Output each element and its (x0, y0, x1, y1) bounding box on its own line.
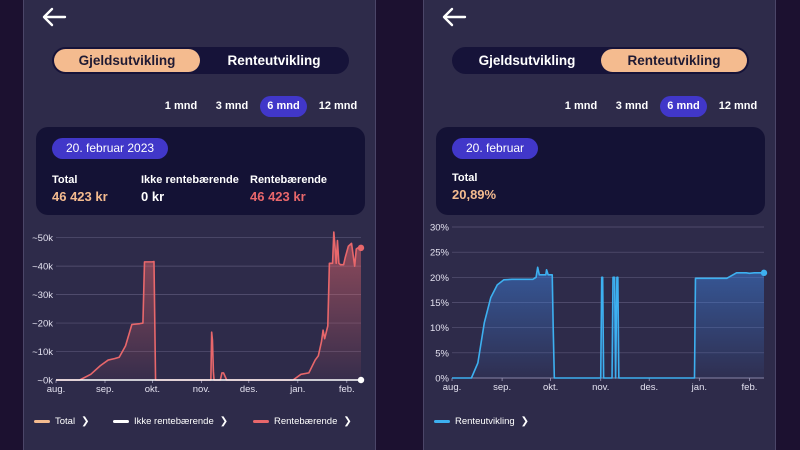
legend-renteutvikling-label: Renteutvikling (455, 416, 515, 427)
total-value: 20,89% (452, 187, 497, 202)
series-line (56, 231, 362, 381)
legend-ikke-rentebaerende[interactable]: Ikke rentebærende ❯ (113, 416, 228, 432)
x-tick-label: sep. (493, 382, 511, 393)
legend-line-ikke-rentebaerende (113, 419, 129, 423)
period-12-months[interactable]: 12 mnd (318, 100, 358, 112)
period-3-months[interactable]: 3 mnd (615, 100, 649, 112)
total-stat: Total 20,89% (452, 172, 496, 202)
x-tick-label: nov. (592, 382, 609, 393)
tab-gjeldsutvikling[interactable]: Gjeldsutvikling (54, 49, 200, 72)
legend-line-renteutvikling (434, 419, 450, 423)
period-6-months[interactable]: 6 mnd (260, 96, 307, 117)
debt-chart: ~0k ~10k ~20k ~30k ~40k ~50k aug. sep. okt. nov. d… (32, 231, 365, 395)
total-label: Total (452, 172, 478, 184)
chevron-right-icon: ❯ (343, 416, 352, 427)
y-tick-label: 20% (430, 273, 450, 284)
back-arrow-icon[interactable] (40, 6, 68, 28)
y-tick-label: 25% (430, 248, 450, 259)
period-3-months[interactable]: 3 mnd (215, 100, 249, 112)
period-6-months[interactable]: 6 mnd (660, 96, 707, 117)
x-tick-label: des. (640, 382, 658, 393)
interest-value: 46 423 kr (250, 189, 306, 204)
back-arrow-icon[interactable] (440, 6, 468, 28)
y-tick-label: ~40k (32, 262, 53, 273)
x-tick-label: jan. (289, 384, 305, 395)
series-area (56, 232, 361, 380)
y-tick-label: 15% (430, 298, 450, 309)
chevron-right-icon: ❯ (81, 416, 90, 427)
y-tick-label: 30% (430, 223, 450, 234)
x-tick-label: feb. (742, 382, 758, 393)
y-tick-label: ~50k (32, 233, 53, 244)
tab-renteutvikling[interactable]: Renteutvikling (601, 49, 747, 72)
x-tick-label: okt. (145, 384, 160, 395)
legend-total[interactable]: Total ❯ (34, 416, 89, 432)
y-tick-label: ~10k (32, 347, 53, 358)
legend-rentebaerende[interactable]: Rentebærende ❯ (253, 416, 352, 432)
x-tick-label: aug. (47, 384, 66, 395)
chevron-right-icon: ❯ (219, 416, 229, 427)
x-tick-label: jan. (691, 382, 707, 393)
interest-stat: Rentebærende 46 423 kr (250, 174, 327, 204)
y-tick-label: ~0k (37, 376, 53, 387)
view-toggle: Gjeldsutvikling Renteutvikling (452, 47, 749, 74)
period-1-month[interactable]: 1 mnd (164, 100, 198, 112)
chevron-right-icon: ❯ (520, 416, 530, 427)
tab-renteutvikling[interactable]: Renteutvikling (227, 53, 321, 68)
date-badge: 20. februar (452, 138, 539, 159)
period-12-months[interactable]: 12 mnd (718, 100, 758, 112)
x-tick-label: des. (240, 384, 258, 395)
date-badge: 20. februar 2023 (52, 138, 169, 159)
total-label: Total (52, 174, 78, 186)
legend-ikke-rentebaerende-label: Ikke rentebærende (134, 416, 214, 427)
series-endpoint (357, 244, 365, 252)
legend-total-label: Total (55, 416, 76, 427)
y-tick-label: 0% (435, 374, 449, 385)
series-endpoint (760, 269, 768, 277)
period-1-month[interactable]: 1 mnd (564, 100, 598, 112)
series-endpoint (357, 376, 365, 384)
legend-line-total (34, 419, 50, 423)
interest-development-screen: Gjeldsutvikling Renteutvikling 1 mnd 3 m… (423, 0, 776, 450)
x-tick-label: okt. (543, 382, 558, 393)
non-interest-stat: Ikke rentebærende 0 kr (141, 174, 239, 204)
y-tick-label: 10% (430, 323, 450, 334)
legend-line-rentebaerende (253, 419, 269, 423)
period-selector: 1 mnd 3 mnd 6 mnd 12 mnd (424, 96, 775, 118)
legend-rentebaerende-label: Rentebærende (274, 416, 338, 427)
non-interest-value: 0 kr (141, 189, 165, 204)
series-line (452, 266, 765, 379)
view-toggle: Gjeldsutvikling Renteutvikling (52, 47, 349, 74)
x-tick-label: aug. (443, 382, 462, 393)
debt-development-screen: Gjeldsutvikling Renteutvikling 1 mnd 3 m… (23, 0, 376, 450)
legend-renteutvikling[interactable]: Renteutvikling ❯ (434, 416, 529, 432)
y-tick-label: ~20k (32, 319, 53, 330)
x-tick-label: feb. (339, 384, 355, 395)
tab-gjeldsutvikling[interactable]: Gjeldsutvikling (478, 53, 576, 68)
summary-card: 20. februar 2023 Total 46 423 kr Ikke re… (36, 127, 365, 215)
period-selector: 1 mnd 3 mnd 6 mnd 12 mnd (24, 96, 375, 118)
y-tick-label: ~30k (32, 290, 53, 301)
total-value: 46 423 kr (52, 189, 108, 204)
x-tick-label: nov. (193, 384, 210, 395)
series-area (452, 267, 764, 378)
summary-card: 20. februar Total 20,89% (436, 127, 765, 215)
x-tick-label: sep. (96, 384, 114, 395)
interest-label: Rentebærende (250, 174, 328, 186)
interest-chart: 0% 5% 10% 15% 20% 25% 30% aug. sep. okt. nov. des. j… (430, 223, 768, 393)
total-stat: Total 46 423 kr (52, 174, 108, 204)
y-tick-label: 5% (435, 348, 449, 359)
non-interest-label: Ikke rentebærende (141, 174, 239, 186)
